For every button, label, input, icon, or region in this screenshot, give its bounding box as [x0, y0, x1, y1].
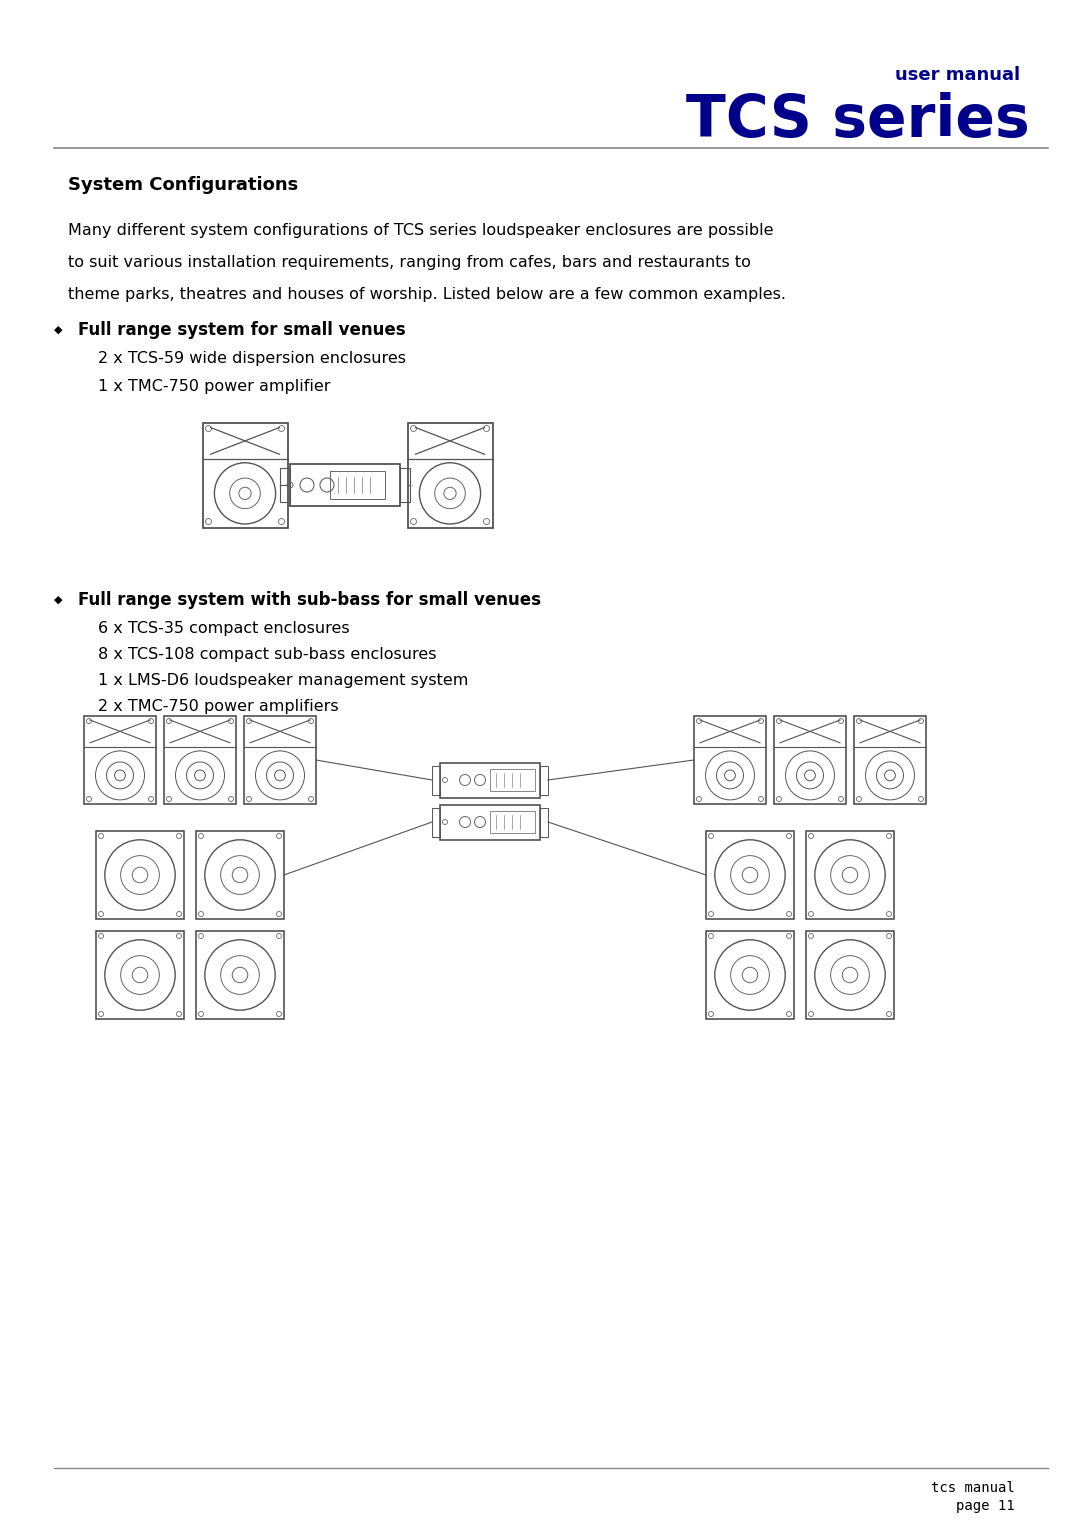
Bar	[706, 931, 794, 1019]
Bar	[774, 717, 846, 804]
Bar	[806, 831, 894, 918]
Text: Full range system with sub-bass for small venues: Full range system with sub-bass for smal…	[78, 591, 541, 610]
Bar	[490, 811, 535, 833]
Text: System Configurations: System Configurations	[68, 176, 298, 194]
Text: 2 x TMC-750 power amplifiers: 2 x TMC-750 power amplifiers	[98, 698, 339, 714]
Bar	[540, 766, 548, 795]
Text: 1 x TMC-750 power amplifier: 1 x TMC-750 power amplifier	[98, 379, 330, 394]
Bar	[706, 831, 794, 918]
Bar	[854, 717, 926, 804]
Text: theme parks, theatres and houses of worship. Listed below are a few common examp: theme parks, theatres and houses of wors…	[68, 287, 786, 301]
Bar	[203, 423, 287, 527]
Text: ◆: ◆	[54, 594, 63, 605]
Bar	[432, 807, 440, 836]
Text: 6 x TCS-35 compact enclosures: 6 x TCS-35 compact enclosures	[98, 620, 350, 636]
Bar	[330, 471, 384, 500]
Bar	[490, 769, 535, 792]
Bar	[84, 717, 156, 804]
Bar	[806, 931, 894, 1019]
Text: ◆: ◆	[54, 325, 63, 335]
Bar	[440, 762, 540, 798]
Bar	[694, 717, 766, 804]
Text: Full range system for small venues: Full range system for small venues	[78, 321, 406, 339]
Bar	[540, 807, 548, 836]
Bar	[244, 717, 316, 804]
Bar	[407, 423, 492, 527]
Text: 8 x TCS-108 compact sub-bass enclosures: 8 x TCS-108 compact sub-bass enclosures	[98, 646, 436, 662]
Bar	[96, 931, 184, 1019]
Bar	[291, 465, 400, 506]
Bar	[440, 805, 540, 839]
Bar	[432, 766, 440, 795]
Text: 1 x LMS-D6 loudspeaker management system: 1 x LMS-D6 loudspeaker management system	[98, 672, 469, 688]
Text: 2 x TCS-59 wide dispersion enclosures: 2 x TCS-59 wide dispersion enclosures	[98, 350, 406, 365]
Text: tcs manual: tcs manual	[931, 1481, 1015, 1494]
Text: page 11: page 11	[957, 1499, 1015, 1513]
Text: user manual: user manual	[895, 66, 1020, 84]
Text: Many different system configurations of TCS series loudspeaker enclosures are po: Many different system configurations of …	[68, 223, 773, 237]
Bar	[280, 468, 291, 503]
Bar	[400, 468, 410, 503]
Bar	[96, 831, 184, 918]
Bar	[195, 931, 284, 1019]
Bar	[195, 831, 284, 918]
Bar	[164, 717, 237, 804]
Text: TCS series: TCS series	[686, 92, 1030, 148]
Text: to suit various installation requirements, ranging from cafes, bars and restaura: to suit various installation requirement…	[68, 255, 751, 269]
